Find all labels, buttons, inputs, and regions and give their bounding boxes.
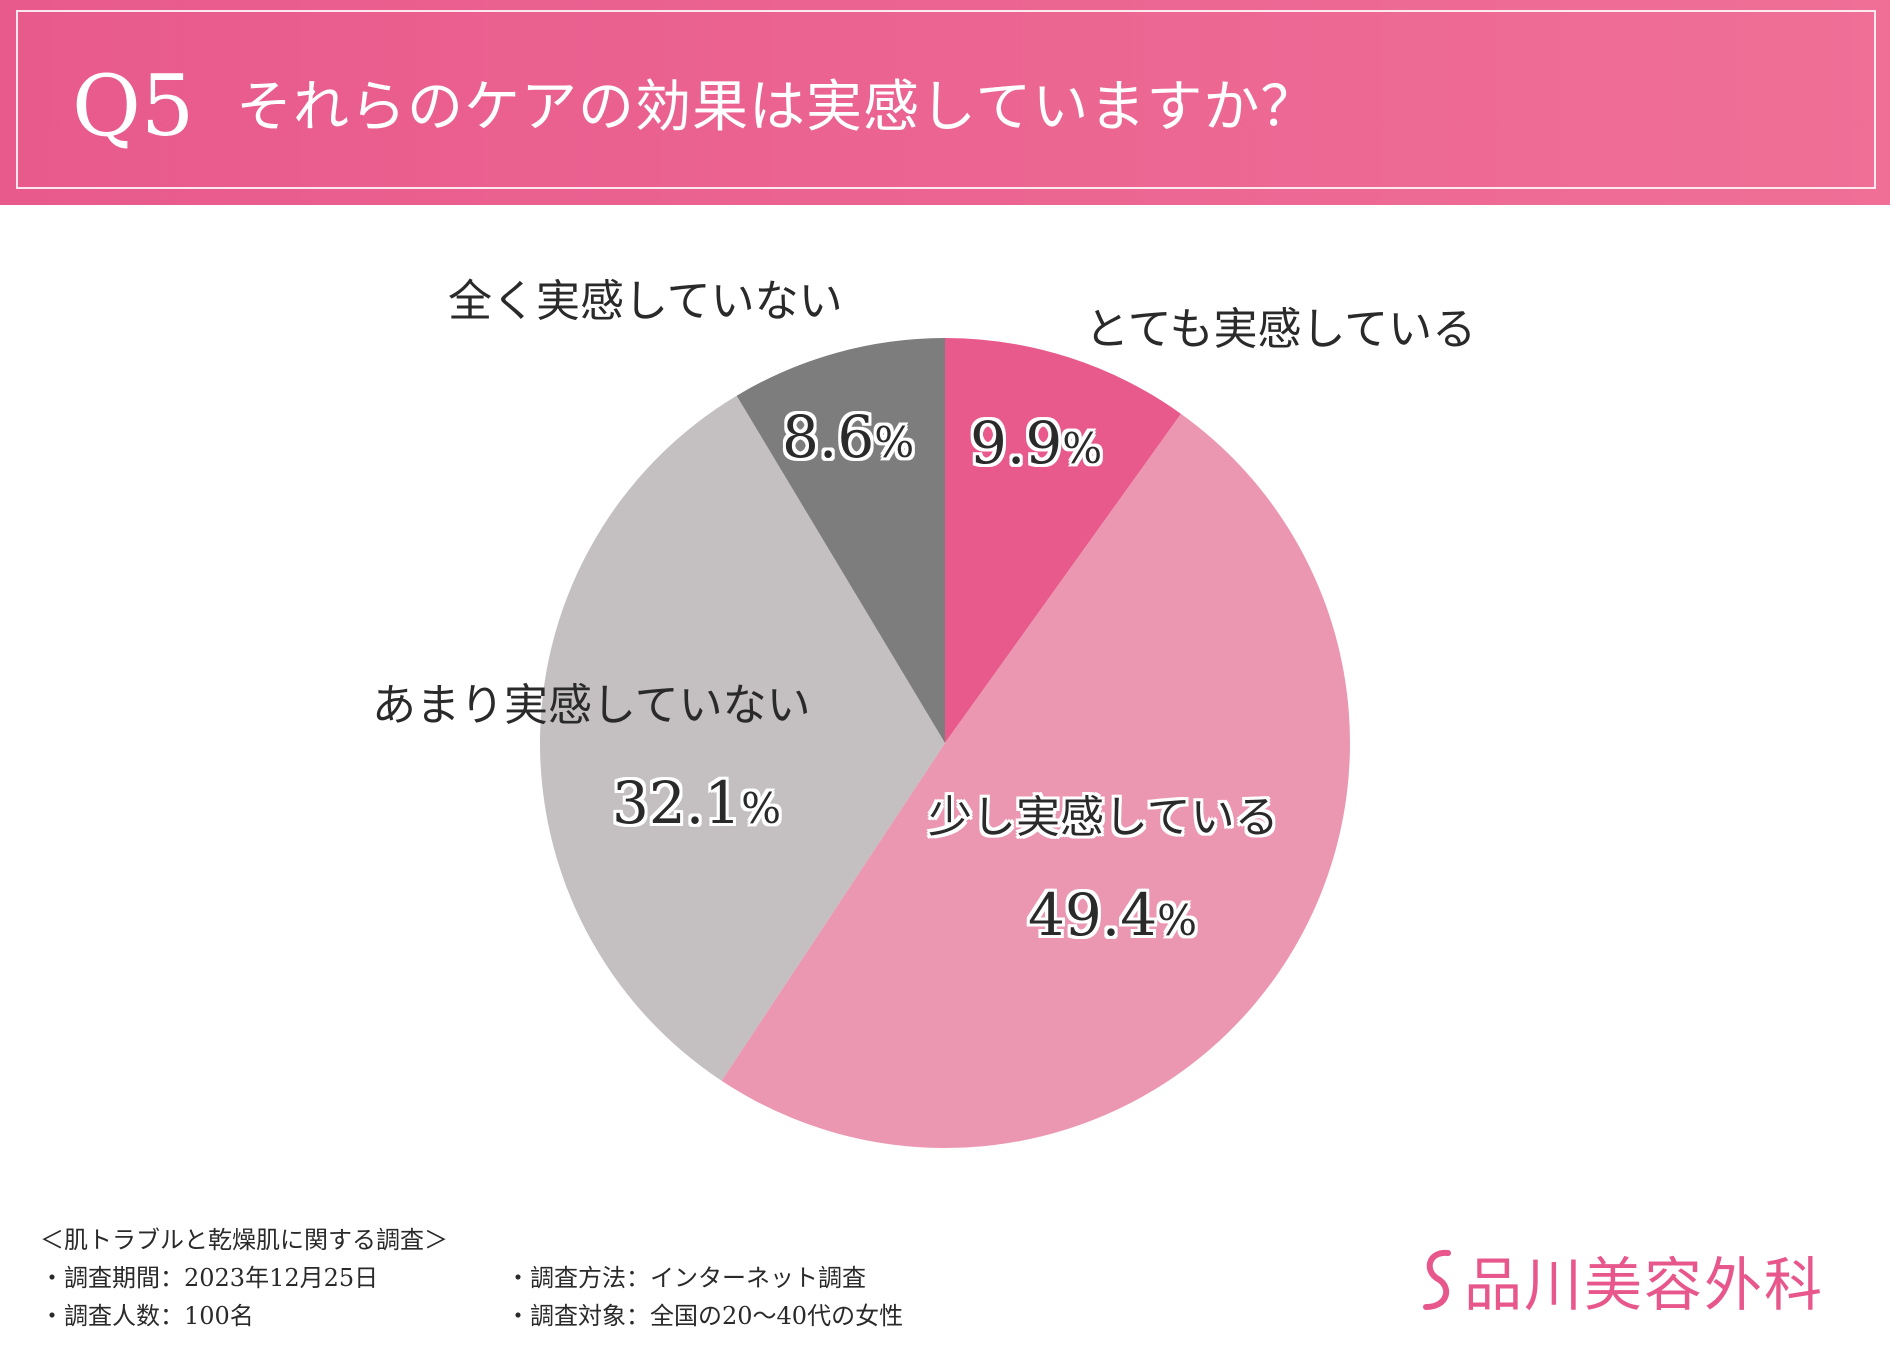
- logo-text: 品川美容外科: [1464, 1251, 1825, 1319]
- question-header: Q5 それらのケアの効果は実感していますか？: [0, 0, 1890, 205]
- slice-value-somewhat-number: 49.4: [1028, 881, 1158, 949]
- question-number: Q5: [72, 57, 195, 155]
- percent-sign: %: [741, 784, 782, 833]
- pie-slice-not-much: [540, 395, 945, 1081]
- slice-label-very: とても実感している: [1085, 304, 1477, 355]
- logo-s-icon: [1423, 1249, 1451, 1310]
- slice-label-not-much: あまり実感していない: [372, 680, 811, 731]
- slice-label-not-at-all: 全く実感していない: [448, 276, 843, 327]
- survey-method: ・調査方法：インターネット調査: [506, 1264, 866, 1292]
- percent-sign: %: [874, 418, 915, 467]
- survey-period: ・調査期間：2023年12月25日: [40, 1264, 379, 1292]
- brand-logo: 品川美容外科: [1418, 1240, 1824, 1320]
- question-text: それらのケアの効果は実感していますか？: [236, 75, 1318, 140]
- percent-sign: %: [1157, 896, 1198, 945]
- slice-value-not-much-number: 32.1: [612, 769, 742, 837]
- slice-label-somewhat: 少し実感している: [928, 792, 1279, 843]
- slice-value-not-much: 32.1%: [612, 768, 781, 844]
- pie-slice-very: [945, 338, 1181, 743]
- percent-sign: %: [1062, 424, 1103, 473]
- survey-title: ＜肌トラブルと乾燥肌に関する調査＞: [40, 1226, 448, 1254]
- slice-value-not-at-all-number: 8.6: [782, 403, 875, 471]
- slice-value-not-at-all: 8.6%: [782, 402, 914, 478]
- header-frame: [16, 10, 1876, 189]
- survey-respondents: ・調査人数：100名: [40, 1302, 254, 1330]
- survey-target: ・調査対象：全国の20〜40代の女性: [506, 1302, 904, 1330]
- slice-value-very-number: 9.9: [970, 409, 1063, 477]
- slice-value-somewhat: 49.4%: [1028, 880, 1197, 956]
- slice-value-very: 9.9%: [970, 408, 1102, 484]
- pie-slice-not-at-all: [736, 338, 945, 743]
- pie-slice-somewhat: [721, 413, 1351, 1149]
